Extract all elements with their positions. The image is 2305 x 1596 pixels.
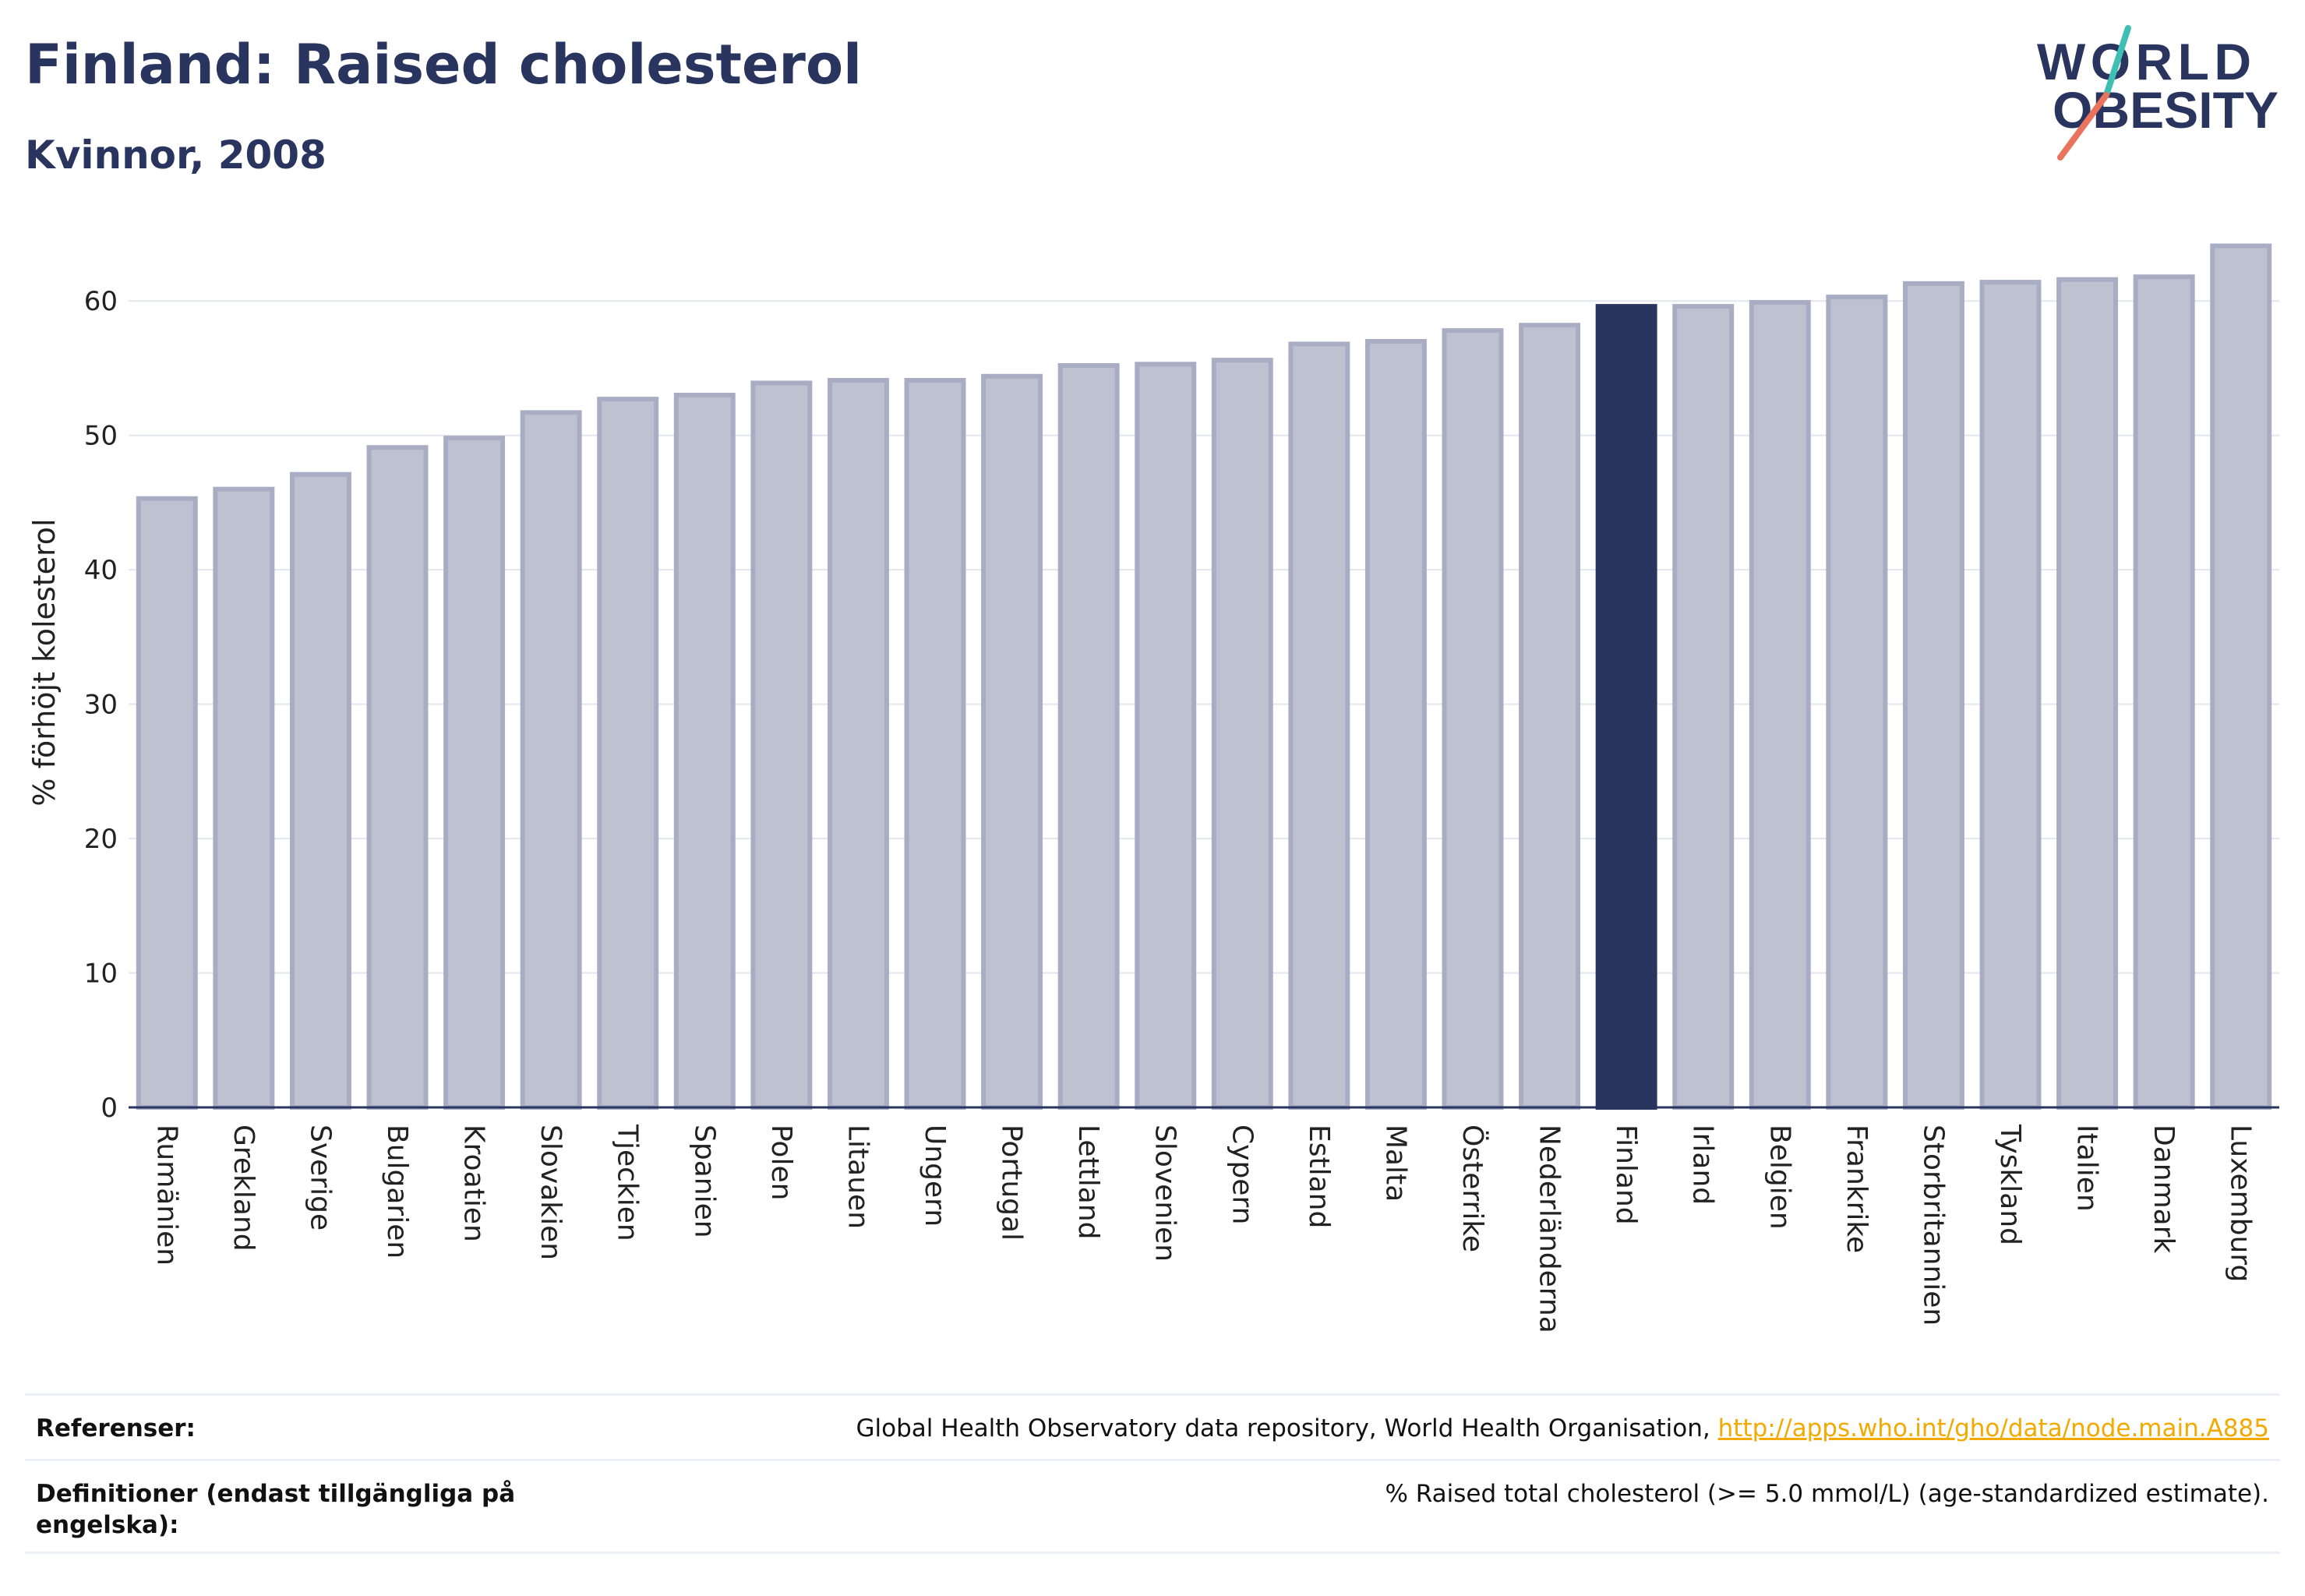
bar-nederländerna[interactable] [1519, 323, 1581, 1110]
bar-litauen[interactable] [827, 377, 889, 1110]
references-row: Referenser: Global Health Observatory da… [25, 1393, 2280, 1459]
bar-ungern[interactable] [904, 377, 966, 1110]
references-label: Referenser: [36, 1414, 196, 1442]
bar-grekland[interactable] [213, 486, 275, 1110]
page-title: Finland: Raised cholesterol [25, 33, 863, 97]
y-tick-label: 50 [84, 421, 118, 452]
x-tick-label: Polen [765, 1125, 797, 1200]
bar-sverige[interactable] [289, 471, 351, 1110]
x-tick-label: Rumänien [150, 1125, 182, 1266]
bar-estland[interactable] [1288, 341, 1350, 1110]
x-tick-label: Slovakien [535, 1125, 567, 1260]
x-tick-label: Nederländerna [1534, 1125, 1565, 1333]
bar-storbritannien[interactable] [1902, 281, 1964, 1110]
x-tick-label: Frankrike [1841, 1125, 1873, 1253]
bar-luxemburg[interactable] [2210, 243, 2272, 1110]
bar-tjeckien[interactable] [597, 397, 659, 1110]
x-tick-label: Slovenien [1149, 1125, 1181, 1262]
world-obesity-logo: WORLD OBESITY [2037, 25, 2279, 161]
x-tick-label: Storbritannien [1917, 1125, 1949, 1326]
x-tick-label: Malta [1379, 1125, 1411, 1202]
x-tick-label: Italien [2071, 1125, 2103, 1212]
footer-table: Referenser: Global Health Observatory da… [25, 1393, 2280, 1554]
x-tick-label: Tjeckien [612, 1124, 644, 1241]
x-tick-label: Sverige [304, 1125, 336, 1231]
x-tick-label: Bulgarien [381, 1125, 413, 1259]
x-tick-label: Luxemburg [2225, 1125, 2257, 1282]
logo-line-2: OBESITY [2053, 81, 2279, 139]
x-tick-label: Ungern [919, 1125, 951, 1227]
references-link[interactable]: http://apps.who.int/gho/data/node.main.A… [1717, 1414, 2269, 1442]
y-tick-label: 60 [84, 286, 118, 317]
y-axis-title: % förhöjt kolesterol [27, 518, 62, 806]
bar-kroatien[interactable] [443, 436, 506, 1110]
x-tick-label: Spanien [688, 1125, 720, 1238]
bar-portugal[interactable] [981, 373, 1043, 1110]
bar-frankrike[interactable] [1826, 295, 1888, 1110]
bar-slovakien[interactable] [520, 410, 582, 1110]
references-value: Global Health Observatory data repositor… [856, 1413, 2269, 1444]
x-tick-labels: Rumänien Grekland Sverige Bulgarien Kroatien… [150, 1124, 2256, 1333]
y-tick-labels: 0 10 20 30 40 50 60 [84, 286, 118, 1124]
bar-malta[interactable] [1364, 338, 1427, 1110]
y-tick-label: 0 [101, 1093, 118, 1124]
x-tick-label: Grekland [228, 1125, 259, 1252]
x-tick-label: Belgien [1763, 1125, 1795, 1230]
bar-bulgarien[interactable] [366, 445, 429, 1110]
x-tick-label: Portugal [996, 1125, 1028, 1241]
bar-rumänien[interactable] [136, 496, 198, 1110]
x-tick-label: Estland [1303, 1125, 1335, 1228]
references-text: Global Health Observatory data repositor… [856, 1414, 1718, 1442]
x-tick-label: Tyskland [1994, 1124, 2026, 1245]
logo-line-1: WORLD [2037, 33, 2251, 90]
x-tick-label: Danmark [2148, 1125, 2180, 1254]
bar-italien[interactable] [2056, 277, 2119, 1110]
bar-lettland[interactable] [1057, 363, 1120, 1110]
bars [136, 243, 2272, 1110]
bar-cypern[interactable] [1211, 358, 1273, 1110]
x-tick-label: Österrike [1456, 1125, 1489, 1252]
page-subtitle: Kvinnor, 2008 [25, 132, 327, 178]
bar-belgien[interactable] [1749, 299, 1811, 1110]
x-tick-label: Cypern [1226, 1125, 1258, 1224]
bar-danmark[interactable] [2133, 274, 2195, 1110]
definitions-label: Definitioner (endast tillgängliga på eng… [36, 1480, 516, 1540]
bar-spanien[interactable] [673, 392, 736, 1110]
definitions-value: % Raised total cholesterol (>= 5.0 mmol/… [1385, 1480, 2269, 1508]
y-tick-label: 30 [84, 690, 118, 721]
y-tick-label: 10 [84, 959, 118, 990]
logo-slash-coral [2057, 92, 2109, 161]
x-tick-label: Irland [1687, 1125, 1719, 1205]
bar-österrike[interactable] [1442, 328, 1504, 1110]
x-tick-label: Finland [1610, 1125, 1642, 1225]
x-tick-label: Litauen [842, 1125, 874, 1229]
bar-tyskland[interactable] [1979, 280, 2042, 1110]
definitions-row: Definitioner (endast tillgängliga på eng… [25, 1459, 2280, 1554]
x-tick-label: Kroatien [458, 1125, 490, 1242]
bar-irland[interactable] [1672, 304, 1735, 1110]
bar-polen[interactable] [750, 380, 813, 1110]
x-tick-label: Lettland [1072, 1125, 1104, 1240]
bar-slovenien[interactable] [1135, 362, 1197, 1110]
y-tick-label: 20 [84, 824, 118, 855]
bar-finland[interactable] [1595, 304, 1657, 1110]
logo-slash-teal [2103, 25, 2131, 98]
bar-chart: 0 10 20 30 40 50 60 Rumänien Grekland Sverige Bul… [27, 243, 2279, 1333]
y-tick-label: 40 [84, 555, 118, 586]
